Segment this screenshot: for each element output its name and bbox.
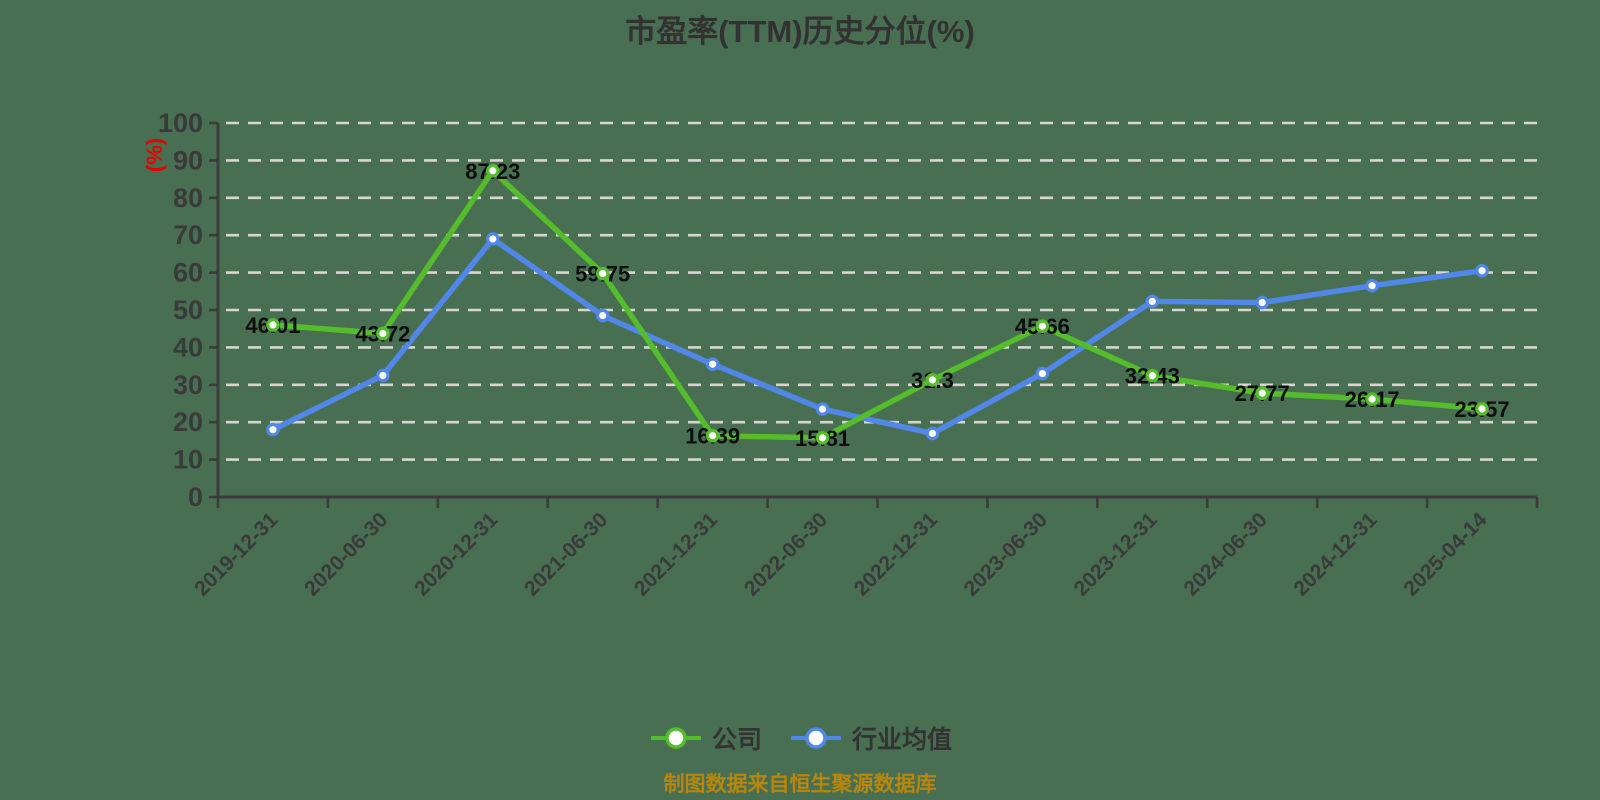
data-point-company-7[interactable] [1035,319,1050,334]
y-tick-label-30: 30 [173,370,203,400]
data-point-industry-average-5[interactable] [815,402,830,416]
data-point-company-11[interactable] [1475,402,1489,416]
x-tick-label-5: 2022-06-30 [740,508,832,600]
x-tick-label-1: 2020-06-30 [300,508,392,600]
y-tick-label-50: 50 [173,295,203,325]
x-tick-label-2: 2020-12-31 [410,508,502,600]
data-point-company-0[interactable] [266,318,280,332]
x-tick-label-9: 2024-06-30 [1180,508,1272,600]
y-tick-label-100: 100 [158,108,203,138]
y-tick-label-0: 0 [188,482,203,512]
data-point-industry-average-1[interactable] [376,368,390,383]
data-point-industry-average-0[interactable] [266,422,280,437]
series-line-company [270,168,1485,441]
y-tick-label-90: 90 [173,145,203,175]
data-point-company-8[interactable] [1145,368,1160,383]
legend-marker-icon [791,727,841,749]
legend-marker-icon [650,727,701,749]
data-point-company-2[interactable] [485,163,500,178]
data-point-company-3[interactable] [595,266,610,281]
legend-item-industry-average[interactable]: 行业均值 [788,720,952,756]
series-line-industry-average [270,236,1485,437]
x-tick-label-7: 2023-06-30 [960,508,1052,600]
legend-label-industry-average: 行业均值 [852,726,953,754]
x-tick-label-0: 2019-12-31 [190,508,282,600]
legend-item-company[interactable]: 公司 [648,720,762,756]
legend-label-company: 公司 [711,726,762,754]
x-tick-label-6: 2022-12-31 [850,508,942,600]
data-point-industry-average-6[interactable] [925,426,940,441]
data-source-note: 制图数据来自恒生聚源数据库 [663,773,937,796]
data-point-company-9[interactable] [1255,386,1270,400]
data-point-industry-average-4[interactable] [705,357,720,372]
data-point-industry-average-8[interactable] [1145,294,1160,309]
y-tick-label-40: 40 [173,332,203,362]
y-tick-label-10: 10 [173,445,203,475]
data-point-industry-average-10[interactable] [1365,278,1379,293]
data-point-industry-average-9[interactable] [1255,295,1270,310]
data-point-company-10[interactable] [1365,392,1379,406]
data-point-industry-average-11[interactable] [1475,263,1489,278]
chart-title: 市盈率(TTM)历史分位(%) [625,14,975,49]
data-point-industry-average-7[interactable] [1035,366,1050,381]
data-point-company-5[interactable] [815,431,830,445]
y-tick-label-70: 70 [173,220,203,250]
data-point-company-6[interactable] [925,373,940,387]
y-tick-label-60: 60 [173,258,203,288]
legend: 公司 行业均值 [0,720,1600,756]
data-point-company-1[interactable] [376,326,390,341]
x-tick-label-8: 2023-12-31 [1070,508,1162,600]
y-tick-label-80: 80 [173,183,203,213]
x-tick-label-3: 2021-06-30 [520,508,612,600]
data-point-company-4[interactable] [705,428,720,443]
y-tick-label-20: 20 [173,407,203,437]
x-tick-label-4: 2021-12-31 [630,508,722,600]
x-tick-label-11: 2025-04-14 [1399,508,1491,600]
data-point-industry-average-3[interactable] [595,308,610,323]
x-tick-label-10: 2024-12-31 [1289,508,1381,600]
data-point-industry-average-2[interactable] [485,232,500,246]
